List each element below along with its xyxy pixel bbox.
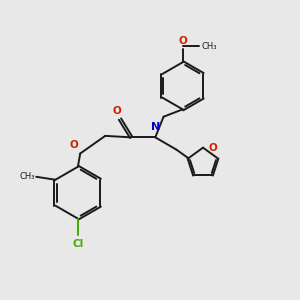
Text: N: N <box>151 122 160 132</box>
Text: O: O <box>112 106 122 116</box>
Text: Cl: Cl <box>72 239 83 249</box>
Text: O: O <box>69 140 78 150</box>
Text: O: O <box>178 36 187 46</box>
Text: CH₃: CH₃ <box>19 172 35 181</box>
Text: O: O <box>208 143 217 153</box>
Text: CH₃: CH₃ <box>201 42 217 51</box>
